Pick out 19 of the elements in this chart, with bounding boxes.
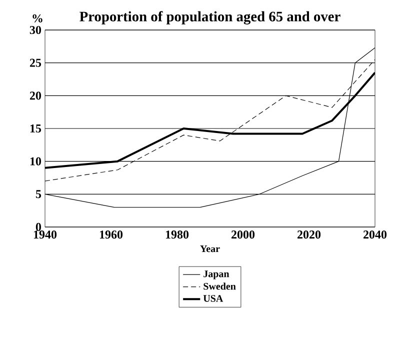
y-tick-label: 30 bbox=[30, 26, 42, 34]
chart-title: Proportion of population aged 65 and over bbox=[80, 11, 340, 24]
x-tick-label: 2040 bbox=[364, 230, 387, 239]
legend-label: Sweden bbox=[204, 282, 236, 290]
x-tick-label: 1980 bbox=[166, 230, 189, 239]
x-axis-title: Year bbox=[200, 245, 220, 252]
x-tick-label: 1940 bbox=[34, 230, 57, 239]
legend-label: USA bbox=[203, 295, 224, 302]
y-tick-label: 10 bbox=[30, 157, 42, 166]
x-tick-label: 1960 bbox=[100, 230, 123, 239]
y-tick-label: 5 bbox=[36, 190, 42, 198]
y-tick-label: 25 bbox=[30, 58, 42, 67]
y-tick-label: 0 bbox=[36, 222, 42, 232]
x-tick-label: 2000 bbox=[232, 230, 255, 239]
y-tick-label: 15 bbox=[30, 124, 42, 132]
y-tick-label: 20 bbox=[30, 92, 42, 100]
x-tick-label: 2020 bbox=[298, 230, 321, 239]
legend-label: Japan bbox=[204, 270, 230, 280]
y-axis-title: % bbox=[32, 14, 42, 22]
